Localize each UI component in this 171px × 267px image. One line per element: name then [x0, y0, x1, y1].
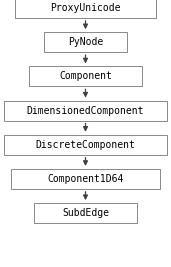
FancyBboxPatch shape: [4, 135, 167, 155]
Text: Component1D64: Component1D64: [47, 174, 124, 184]
FancyBboxPatch shape: [34, 203, 137, 223]
FancyBboxPatch shape: [15, 0, 156, 18]
FancyBboxPatch shape: [11, 169, 160, 189]
FancyBboxPatch shape: [4, 101, 167, 120]
Text: DimensionedComponent: DimensionedComponent: [27, 105, 144, 116]
Text: PyNode: PyNode: [68, 37, 103, 47]
Text: Component: Component: [59, 71, 112, 81]
FancyBboxPatch shape: [29, 66, 141, 86]
FancyBboxPatch shape: [44, 32, 127, 52]
Text: DiscreteComponent: DiscreteComponent: [36, 140, 135, 150]
Text: ProxyUnicode: ProxyUnicode: [50, 3, 121, 13]
Text: SubdEdge: SubdEdge: [62, 208, 109, 218]
